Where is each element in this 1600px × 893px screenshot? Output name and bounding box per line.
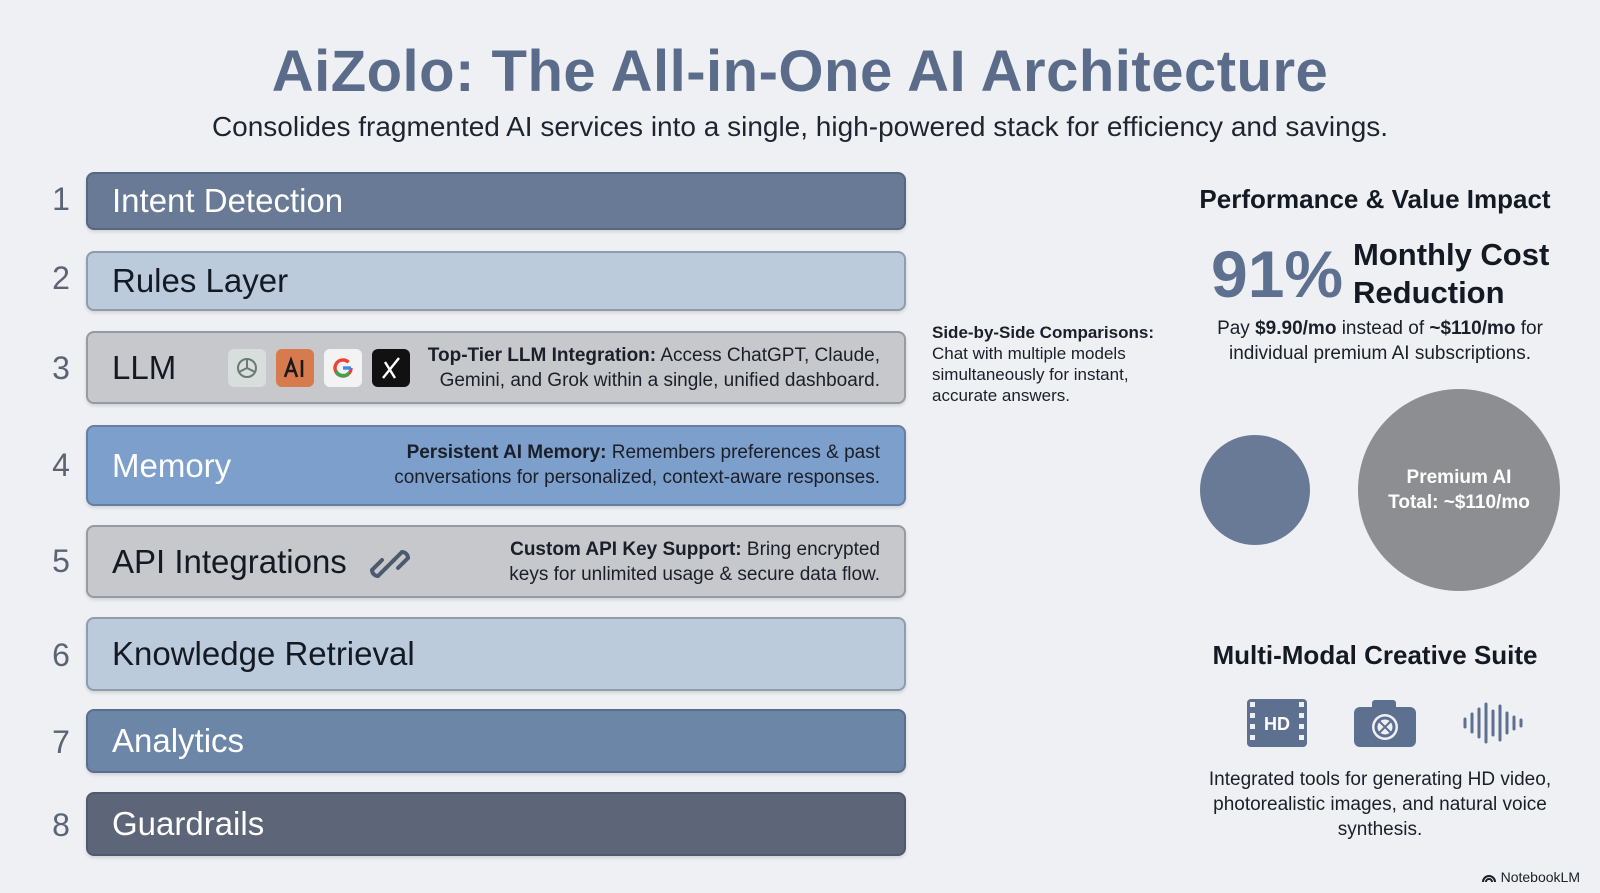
api-desc-line1: Bring encrypted — [741, 539, 880, 560]
pay-mid: instead of — [1336, 318, 1430, 339]
brand-watermark: NotebookLM — [1481, 869, 1580, 885]
cost-reduction-percent: 91% — [1211, 237, 1344, 311]
side-note-text: Chat with multiple models simultaneously… — [932, 344, 1129, 405]
layer-rules: Rules Layer — [86, 251, 906, 311]
suite-heading: Multi-Modal Creative Suite — [1212, 640, 1538, 670]
memory-desc-line2: conversations for personalized, context-… — [394, 467, 880, 488]
api-description: Custom API Key Support: Bring encrypted … — [509, 537, 880, 587]
api-desc-line2: keys for unlimited usage & secure data f… — [509, 564, 880, 585]
api-desc-bold: Custom API Key Support: — [510, 539, 742, 560]
layer-number: 5 — [52, 543, 70, 579]
link-icon — [368, 542, 412, 591]
pricing-comparison: Pay $9.90/mo instead of ~$110/mo for ind… — [1180, 316, 1580, 366]
side-note-title: Side-by-Side Comparisons: — [932, 323, 1154, 342]
pay-price: $9.90/mo — [1255, 318, 1337, 339]
layer-number: 2 — [52, 260, 70, 296]
layer-label: API Integrations — [112, 542, 347, 580]
llm-desc-bold: Top-Tier LLM Integration: — [427, 345, 657, 366]
circle-label-line2: Total: ~$110/mo — [1388, 492, 1530, 513]
brand-name: NotebookLM — [1500, 869, 1580, 885]
layer-label: Guardrails — [112, 805, 265, 842]
layer-number: 3 — [52, 350, 70, 386]
suite-icon-row: HD — [1245, 697, 1525, 754]
memory-desc-line1: Remembers preferences & past — [606, 442, 880, 463]
memory-description: Persistent AI Memory: Remembers preferen… — [394, 440, 880, 490]
layer-analytics: Analytics — [86, 709, 906, 773]
layer-knowledge-retrieval: Knowledge Retrieval — [86, 617, 906, 691]
llm-desc-line2: Gemini, and Grok within a single, unifie… — [439, 370, 880, 391]
notebooklm-logo-icon — [1481, 875, 1496, 883]
layer-label: Analytics — [112, 722, 245, 759]
pay-compare-price: ~$110/mo — [1429, 318, 1516, 339]
chatgpt-icon — [228, 349, 266, 387]
cost-reduction-label: Monthly Cost Reduction — [1353, 237, 1550, 310]
layer-label: Knowledge Retrieval — [112, 635, 415, 672]
pay-prefix: Pay — [1217, 318, 1256, 339]
llm-logo-row — [228, 349, 410, 387]
page-title: AiZolo: The All-in-One AI Architecture — [271, 39, 1329, 104]
layer-number: 7 — [52, 724, 70, 760]
grok-icon — [372, 349, 410, 387]
circle-label-line1: Premium AI — [1406, 467, 1512, 488]
layer-number: 1 — [52, 181, 70, 217]
memory-desc-bold: Persistent AI Memory: — [406, 442, 607, 463]
aizolo-cost-circle — [1200, 435, 1310, 545]
layer-label: Rules Layer — [112, 262, 289, 299]
layer-llm: LLM Top-Tier LLM Integration: Access Cha… — [86, 331, 906, 404]
anthropic-icon — [276, 349, 314, 387]
performance-heading: Performance & Value Impact — [1199, 184, 1551, 214]
camera-icon — [1352, 697, 1418, 754]
llm-desc-line1: Access ChatGPT, Claude, — [656, 345, 880, 366]
layer-memory: Memory Persistent AI Memory: Remembers p… — [86, 425, 906, 506]
layer-intent-detection: Intent Detection — [86, 172, 906, 230]
layer-label: Intent Detection — [112, 182, 344, 219]
layer-number: 8 — [52, 807, 70, 843]
layer-number: 4 — [52, 447, 70, 483]
layer-api-integrations: API Integrations Custom API Key Support:… — [86, 525, 906, 598]
page-subtitle: Consolides fragmented AI services into a… — [211, 111, 1389, 142]
layer-label: Memory — [112, 446, 232, 484]
pay-suffix: for individual premium AI subscriptions. — [1228, 318, 1543, 364]
layer-label: LLM — [112, 348, 177, 386]
layer-number: 6 — [52, 637, 70, 673]
hd-video-icon: HD — [1245, 697, 1309, 754]
premium-ai-cost-circle: Premium AI Total: ~$110/mo — [1358, 389, 1560, 591]
hd-text: HD — [1264, 714, 1290, 734]
layer-guardrails: Guardrails — [86, 792, 906, 856]
suite-description: Integrated tools for generating HD video… — [1208, 769, 1552, 840]
google-icon — [324, 349, 362, 387]
side-by-side-note: Side-by-Side Comparisons: Chat with mult… — [932, 322, 1172, 406]
audio-wave-icon — [1461, 701, 1525, 750]
llm-description: Top-Tier LLM Integration: Access ChatGPT… — [428, 343, 880, 393]
